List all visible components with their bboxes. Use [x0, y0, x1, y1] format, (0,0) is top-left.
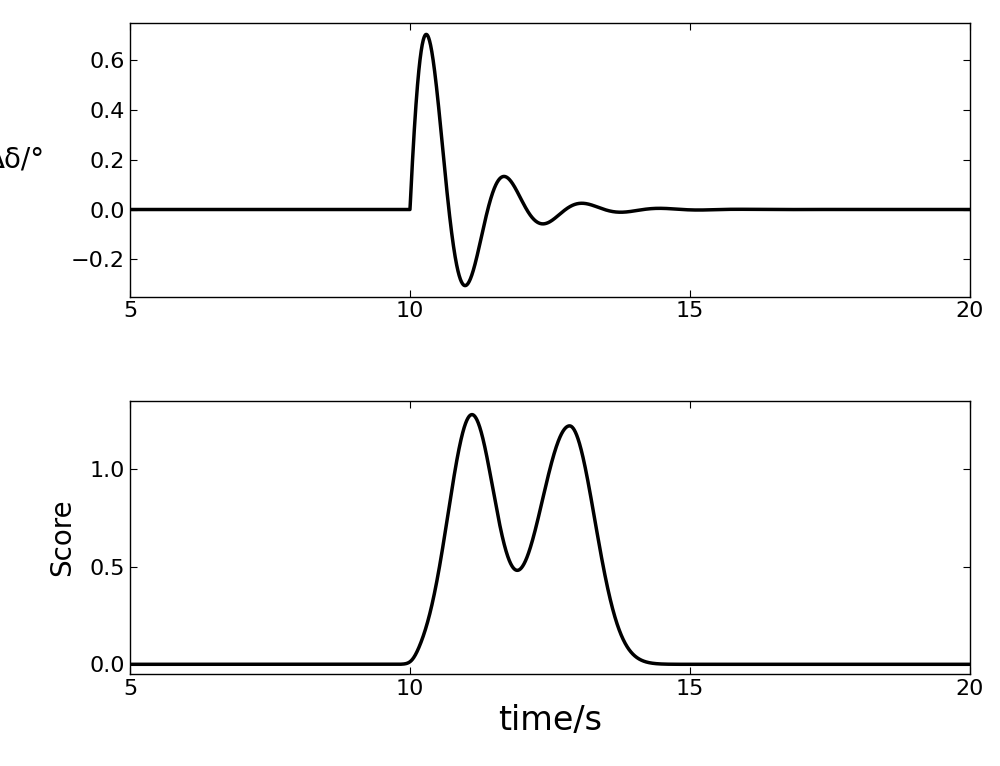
X-axis label: time/s: time/s: [498, 705, 602, 738]
Y-axis label: Score: Score: [48, 499, 76, 576]
Y-axis label: Δδ/°: Δδ/°: [0, 146, 45, 174]
